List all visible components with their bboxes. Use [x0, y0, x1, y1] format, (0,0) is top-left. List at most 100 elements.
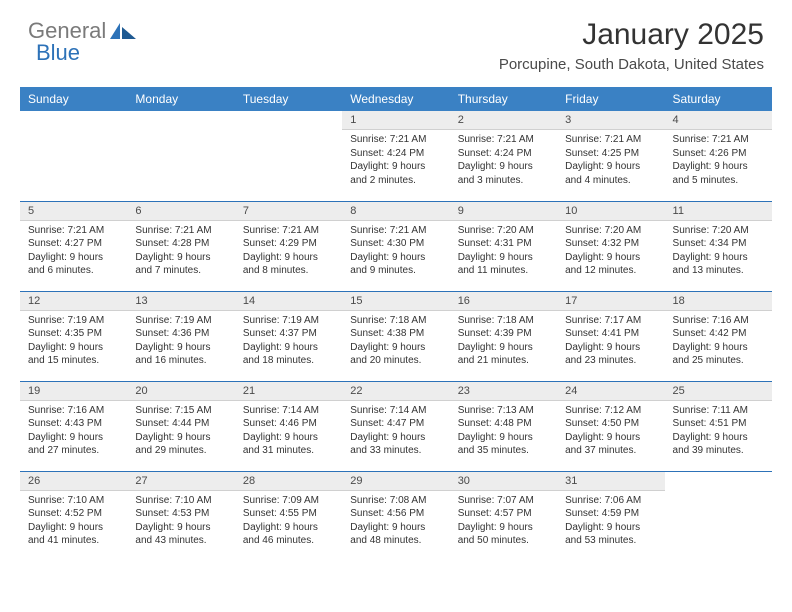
sunset-line: Sunset: 4:44 PM: [135, 417, 226, 431]
sunrise-line: Sunrise: 7:15 AM: [135, 404, 226, 418]
header: General January 2025 Porcupine, South Da…: [0, 0, 792, 81]
calendar-cell: 25Sunrise: 7:11 AMSunset: 4:51 PMDayligh…: [665, 381, 772, 471]
day-number: 17: [557, 292, 664, 311]
logo-sail-icon: [110, 22, 136, 40]
day-details: Sunrise: 7:21 AMSunset: 4:29 PMDaylight:…: [235, 221, 342, 284]
calendar-cell: 5Sunrise: 7:21 AMSunset: 4:27 PMDaylight…: [20, 201, 127, 291]
sunset-line: Sunset: 4:38 PM: [350, 327, 441, 341]
daylight-line: Daylight: 9 hours and 16 minutes.: [135, 341, 226, 368]
daylight-line: Daylight: 9 hours and 43 minutes.: [135, 521, 226, 548]
daylight-line: Daylight: 9 hours and 9 minutes.: [350, 251, 441, 278]
sunrise-line: Sunrise: 7:06 AM: [565, 494, 656, 508]
daylight-line: Daylight: 9 hours and 13 minutes.: [673, 251, 764, 278]
day-number: 26: [20, 472, 127, 491]
sunset-line: Sunset: 4:50 PM: [565, 417, 656, 431]
sunset-line: Sunset: 4:28 PM: [135, 237, 226, 251]
calendar-cell: 19Sunrise: 7:16 AMSunset: 4:43 PMDayligh…: [20, 381, 127, 471]
calendar-cell: 26Sunrise: 7:10 AMSunset: 4:52 PMDayligh…: [20, 471, 127, 561]
sunset-line: Sunset: 4:25 PM: [565, 147, 656, 161]
daylight-line: Daylight: 9 hours and 46 minutes.: [243, 521, 334, 548]
sunset-line: Sunset: 4:41 PM: [565, 327, 656, 341]
calendar-cell: 30Sunrise: 7:07 AMSunset: 4:57 PMDayligh…: [450, 471, 557, 561]
sunrise-line: Sunrise: 7:16 AM: [673, 314, 764, 328]
sunset-line: Sunset: 4:24 PM: [458, 147, 549, 161]
day-details: Sunrise: 7:15 AMSunset: 4:44 PMDaylight:…: [127, 401, 234, 464]
sunset-line: Sunset: 4:53 PM: [135, 507, 226, 521]
day-number: 16: [450, 292, 557, 311]
daylight-line: Daylight: 9 hours and 3 minutes.: [458, 160, 549, 187]
weekday-header: Friday: [557, 87, 664, 111]
sunrise-line: Sunrise: 7:21 AM: [350, 133, 441, 147]
daylight-line: Daylight: 9 hours and 31 minutes.: [243, 431, 334, 458]
day-details: Sunrise: 7:16 AMSunset: 4:42 PMDaylight:…: [665, 311, 772, 374]
calendar-cell: 2Sunrise: 7:21 AMSunset: 4:24 PMDaylight…: [450, 111, 557, 201]
daylight-line: Daylight: 9 hours and 23 minutes.: [565, 341, 656, 368]
sunrise-line: Sunrise: 7:10 AM: [28, 494, 119, 508]
day-number: 24: [557, 382, 664, 401]
calendar-cell: 22Sunrise: 7:14 AMSunset: 4:47 PMDayligh…: [342, 381, 449, 471]
calendar-cell: 8Sunrise: 7:21 AMSunset: 4:30 PMDaylight…: [342, 201, 449, 291]
day-number: 6: [127, 202, 234, 221]
day-details: Sunrise: 7:14 AMSunset: 4:47 PMDaylight:…: [342, 401, 449, 464]
daylight-line: Daylight: 9 hours and 11 minutes.: [458, 251, 549, 278]
weekday-header: Wednesday: [342, 87, 449, 111]
day-number: 27: [127, 472, 234, 491]
day-number: 15: [342, 292, 449, 311]
sunset-line: Sunset: 4:35 PM: [28, 327, 119, 341]
day-number: 31: [557, 472, 664, 491]
daylight-line: Daylight: 9 hours and 48 minutes.: [350, 521, 441, 548]
sunset-line: Sunset: 4:39 PM: [458, 327, 549, 341]
weekday-header: Thursday: [450, 87, 557, 111]
sunset-line: Sunset: 4:46 PM: [243, 417, 334, 431]
calendar-cell: 18Sunrise: 7:16 AMSunset: 4:42 PMDayligh…: [665, 291, 772, 381]
calendar-header-row: SundayMondayTuesdayWednesdayThursdayFrid…: [20, 87, 772, 111]
day-number: 4: [665, 111, 772, 130]
sunset-line: Sunset: 4:31 PM: [458, 237, 549, 251]
calendar-cell: 10Sunrise: 7:20 AMSunset: 4:32 PMDayligh…: [557, 201, 664, 291]
daylight-line: Daylight: 9 hours and 41 minutes.: [28, 521, 119, 548]
sunset-line: Sunset: 4:36 PM: [135, 327, 226, 341]
daylight-line: Daylight: 9 hours and 18 minutes.: [243, 341, 334, 368]
day-number: 10: [557, 202, 664, 221]
day-details: Sunrise: 7:21 AMSunset: 4:26 PMDaylight:…: [665, 130, 772, 193]
sunset-line: Sunset: 4:34 PM: [673, 237, 764, 251]
day-number: 8: [342, 202, 449, 221]
sunrise-line: Sunrise: 7:13 AM: [458, 404, 549, 418]
sunset-line: Sunset: 4:27 PM: [28, 237, 119, 251]
calendar-cell: [665, 471, 772, 561]
day-details: Sunrise: 7:21 AMSunset: 4:28 PMDaylight:…: [127, 221, 234, 284]
location-subtitle: Porcupine, South Dakota, United States: [499, 56, 764, 73]
calendar-cell: 23Sunrise: 7:13 AMSunset: 4:48 PMDayligh…: [450, 381, 557, 471]
daylight-line: Daylight: 9 hours and 35 minutes.: [458, 431, 549, 458]
day-details: Sunrise: 7:20 AMSunset: 4:32 PMDaylight:…: [557, 221, 664, 284]
calendar-cell: 31Sunrise: 7:06 AMSunset: 4:59 PMDayligh…: [557, 471, 664, 561]
sunrise-line: Sunrise: 7:21 AM: [458, 133, 549, 147]
sunset-line: Sunset: 4:51 PM: [673, 417, 764, 431]
day-number: 3: [557, 111, 664, 130]
sunrise-line: Sunrise: 7:09 AM: [243, 494, 334, 508]
sunrise-line: Sunrise: 7:17 AM: [565, 314, 656, 328]
daylight-line: Daylight: 9 hours and 12 minutes.: [565, 251, 656, 278]
sunset-line: Sunset: 4:48 PM: [458, 417, 549, 431]
day-number: 18: [665, 292, 772, 311]
calendar-cell: [127, 111, 234, 201]
daylight-line: Daylight: 9 hours and 21 minutes.: [458, 341, 549, 368]
day-details: Sunrise: 7:18 AMSunset: 4:39 PMDaylight:…: [450, 311, 557, 374]
day-details: Sunrise: 7:11 AMSunset: 4:51 PMDaylight:…: [665, 401, 772, 464]
daylight-line: Daylight: 9 hours and 29 minutes.: [135, 431, 226, 458]
sunrise-line: Sunrise: 7:21 AM: [135, 224, 226, 238]
calendar-cell: 1Sunrise: 7:21 AMSunset: 4:24 PMDaylight…: [342, 111, 449, 201]
day-details: Sunrise: 7:19 AMSunset: 4:37 PMDaylight:…: [235, 311, 342, 374]
calendar-cell: 9Sunrise: 7:20 AMSunset: 4:31 PMDaylight…: [450, 201, 557, 291]
sunset-line: Sunset: 4:37 PM: [243, 327, 334, 341]
sunset-line: Sunset: 4:59 PM: [565, 507, 656, 521]
daylight-line: Daylight: 9 hours and 5 minutes.: [673, 160, 764, 187]
day-details: Sunrise: 7:21 AMSunset: 4:24 PMDaylight:…: [450, 130, 557, 193]
sunrise-line: Sunrise: 7:18 AM: [350, 314, 441, 328]
day-details: Sunrise: 7:21 AMSunset: 4:30 PMDaylight:…: [342, 221, 449, 284]
daylight-line: Daylight: 9 hours and 27 minutes.: [28, 431, 119, 458]
sunrise-line: Sunrise: 7:19 AM: [243, 314, 334, 328]
sunrise-line: Sunrise: 7:16 AM: [28, 404, 119, 418]
calendar-cell: 16Sunrise: 7:18 AMSunset: 4:39 PMDayligh…: [450, 291, 557, 381]
calendar-table: SundayMondayTuesdayWednesdayThursdayFrid…: [20, 87, 772, 561]
